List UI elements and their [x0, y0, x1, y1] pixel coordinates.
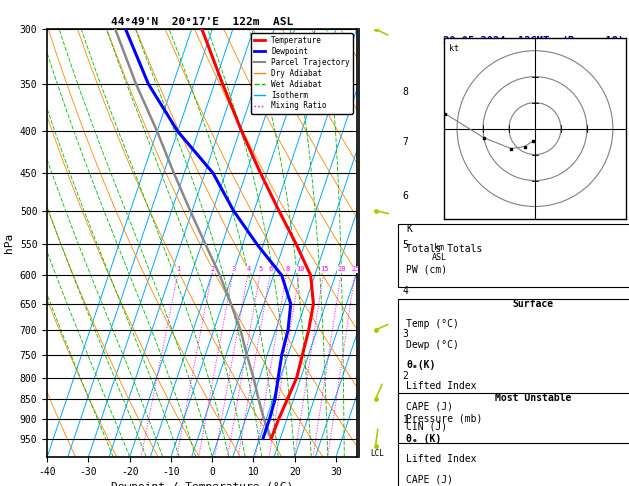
Bar — [398, 298, 629, 443]
Text: 5: 5 — [259, 266, 263, 273]
Title: 44°49'N  20°17'E  122m  ASL: 44°49'N 20°17'E 122m ASL — [111, 17, 293, 27]
Y-axis label: hPa: hPa — [4, 233, 14, 253]
Text: Lifted Index: Lifted Index — [406, 454, 477, 464]
Text: LCL: LCL — [370, 449, 384, 458]
Text: 25: 25 — [352, 266, 360, 273]
Text: θₑ (K): θₑ (K) — [406, 434, 442, 444]
Text: Lifted Index: Lifted Index — [406, 381, 477, 391]
Text: CIN (J): CIN (J) — [406, 422, 447, 432]
Text: CAPE (J): CAPE (J) — [406, 401, 454, 411]
Text: 20: 20 — [338, 266, 346, 273]
Text: Totals Totals: Totals Totals — [406, 244, 482, 254]
Text: 4: 4 — [247, 266, 251, 273]
Text: Pressure (mb): Pressure (mb) — [406, 413, 482, 423]
Text: kt: kt — [449, 44, 459, 52]
Text: 2: 2 — [211, 266, 214, 273]
Text: CAPE (J): CAPE (J) — [406, 475, 454, 485]
Text: 10: 10 — [296, 266, 304, 273]
Text: Most Unstable: Most Unstable — [495, 393, 572, 403]
Bar — [398, 224, 629, 287]
Text: 8: 8 — [285, 266, 289, 273]
Legend: Temperature, Dewpoint, Parcel Trajectory, Dry Adiabat, Wet Adiabat, Isotherm, Mi: Temperature, Dewpoint, Parcel Trajectory… — [250, 33, 353, 114]
Text: K: K — [406, 224, 412, 234]
Text: Temp (°C): Temp (°C) — [406, 319, 459, 329]
Text: Dewp (°C): Dewp (°C) — [406, 340, 459, 349]
Bar — [398, 393, 629, 486]
Text: 15: 15 — [320, 266, 328, 273]
Text: 6: 6 — [269, 266, 273, 273]
Text: 1: 1 — [177, 266, 181, 273]
Y-axis label: km
ASL: km ASL — [431, 243, 447, 262]
Text: PW (cm): PW (cm) — [406, 265, 447, 275]
Text: θₑ(K): θₑ(K) — [406, 360, 436, 370]
Text: 3: 3 — [231, 266, 236, 273]
X-axis label: Dewpoint / Temperature (°C): Dewpoint / Temperature (°C) — [111, 482, 293, 486]
Text: 30.05.2024  12GMT  (Base: 18): 30.05.2024 12GMT (Base: 18) — [443, 35, 624, 46]
Text: Surface: Surface — [513, 298, 554, 309]
